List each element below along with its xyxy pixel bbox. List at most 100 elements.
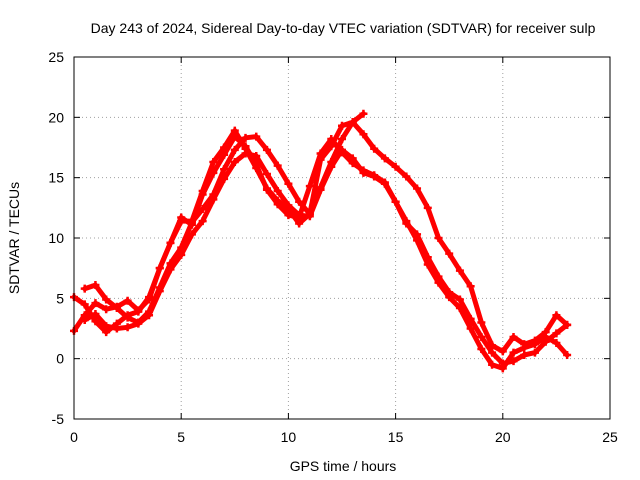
- data-point: [177, 250, 186, 259]
- data-point: [220, 165, 229, 174]
- series-line: [82, 119, 570, 354]
- data-point: [134, 319, 143, 328]
- data-point: [230, 157, 239, 166]
- data-point: [134, 307, 143, 316]
- data-point: [402, 172, 411, 181]
- data-point: [155, 264, 164, 273]
- data-point: [123, 323, 132, 332]
- data-point: [466, 282, 475, 291]
- y-tick-label: 25: [48, 49, 64, 65]
- data-point: [112, 324, 121, 333]
- data-point: [305, 182, 314, 191]
- data-point: [252, 164, 261, 173]
- data-point: [530, 336, 539, 345]
- data-point: [530, 348, 539, 357]
- data-point: [187, 230, 196, 239]
- data-point: [112, 303, 121, 312]
- series-track-3: [80, 118, 572, 356]
- data-point: [455, 295, 464, 304]
- data-point: [552, 329, 561, 338]
- data-point: [455, 266, 464, 275]
- data-point: [241, 149, 250, 158]
- data-point: [316, 185, 325, 194]
- data-point: [563, 320, 572, 329]
- data-point: [209, 195, 218, 204]
- data-point: [305, 212, 314, 221]
- axis-ticks: 0 5 10 15 20 25 -5 0 5 10 15 20 25: [48, 49, 618, 445]
- data-point: [262, 184, 271, 193]
- data-point: [541, 328, 550, 337]
- data-point: [477, 345, 486, 354]
- data-point: [198, 205, 207, 214]
- data-point: [198, 217, 207, 226]
- data-point: [220, 143, 229, 152]
- data-point: [466, 324, 475, 333]
- series-track-4: [80, 145, 572, 368]
- data-point: [498, 359, 507, 368]
- data-point: [327, 142, 336, 151]
- data-point: [252, 151, 261, 160]
- data-point: [273, 161, 282, 170]
- data-point: [348, 154, 357, 163]
- data-point: [316, 155, 325, 164]
- data-point: [445, 288, 454, 297]
- data-point: [166, 238, 175, 247]
- data-point: [262, 145, 271, 154]
- data-point: [509, 357, 518, 366]
- data-point: [155, 287, 164, 296]
- chart-title: Day 243 of 2024, Sidereal Day-to-day VTE…: [91, 20, 596, 36]
- data-point: [370, 172, 379, 181]
- x-tick-label: 10: [281, 429, 297, 445]
- data-point: [295, 197, 304, 206]
- data-point: [552, 338, 561, 347]
- data-point: [91, 310, 100, 319]
- data-point: [123, 313, 132, 322]
- data-point: [295, 219, 304, 228]
- data-point: [402, 219, 411, 228]
- data-point: [284, 201, 293, 210]
- data-point: [123, 296, 132, 305]
- data-point: [91, 317, 100, 326]
- data-point: [488, 348, 497, 357]
- data-point: [166, 265, 175, 274]
- data-point: [563, 351, 572, 360]
- data-point: [102, 295, 111, 304]
- data-point: [445, 249, 454, 258]
- data-point: [198, 186, 207, 195]
- data-point: [284, 179, 293, 188]
- data-point: [434, 272, 443, 281]
- y-tick-label: -5: [52, 411, 65, 427]
- data-point: [273, 186, 282, 195]
- data-point: [187, 218, 196, 227]
- data-point: [520, 351, 529, 360]
- data-point: [391, 197, 400, 206]
- data-point: [423, 203, 432, 212]
- y-tick-label: 20: [48, 109, 64, 125]
- series-line: [71, 111, 366, 335]
- data-point: [370, 144, 379, 153]
- data-point: [359, 130, 368, 139]
- y-tick-label: 0: [56, 351, 64, 367]
- data-point: [91, 299, 100, 308]
- data-point: [209, 157, 218, 166]
- x-tick-label: 20: [495, 429, 511, 445]
- y-tick-label: 15: [48, 170, 64, 186]
- data-point: [252, 132, 261, 141]
- data-point: [391, 162, 400, 171]
- data-point: [509, 348, 518, 357]
- y-tick-label: 10: [48, 230, 64, 246]
- data-point: [102, 305, 111, 314]
- grid-lines: [74, 57, 610, 419]
- x-axis-label: GPS time / hours: [290, 458, 397, 474]
- x-tick-label: 25: [602, 429, 618, 445]
- data-point: [359, 109, 368, 118]
- data-point: [327, 162, 336, 171]
- data-point: [295, 211, 304, 220]
- data-point: [380, 154, 389, 163]
- series-line: [82, 147, 570, 366]
- data-point: [477, 332, 486, 341]
- x-tick-label: 15: [388, 429, 404, 445]
- data-point: [80, 300, 89, 309]
- data-point: [423, 253, 432, 262]
